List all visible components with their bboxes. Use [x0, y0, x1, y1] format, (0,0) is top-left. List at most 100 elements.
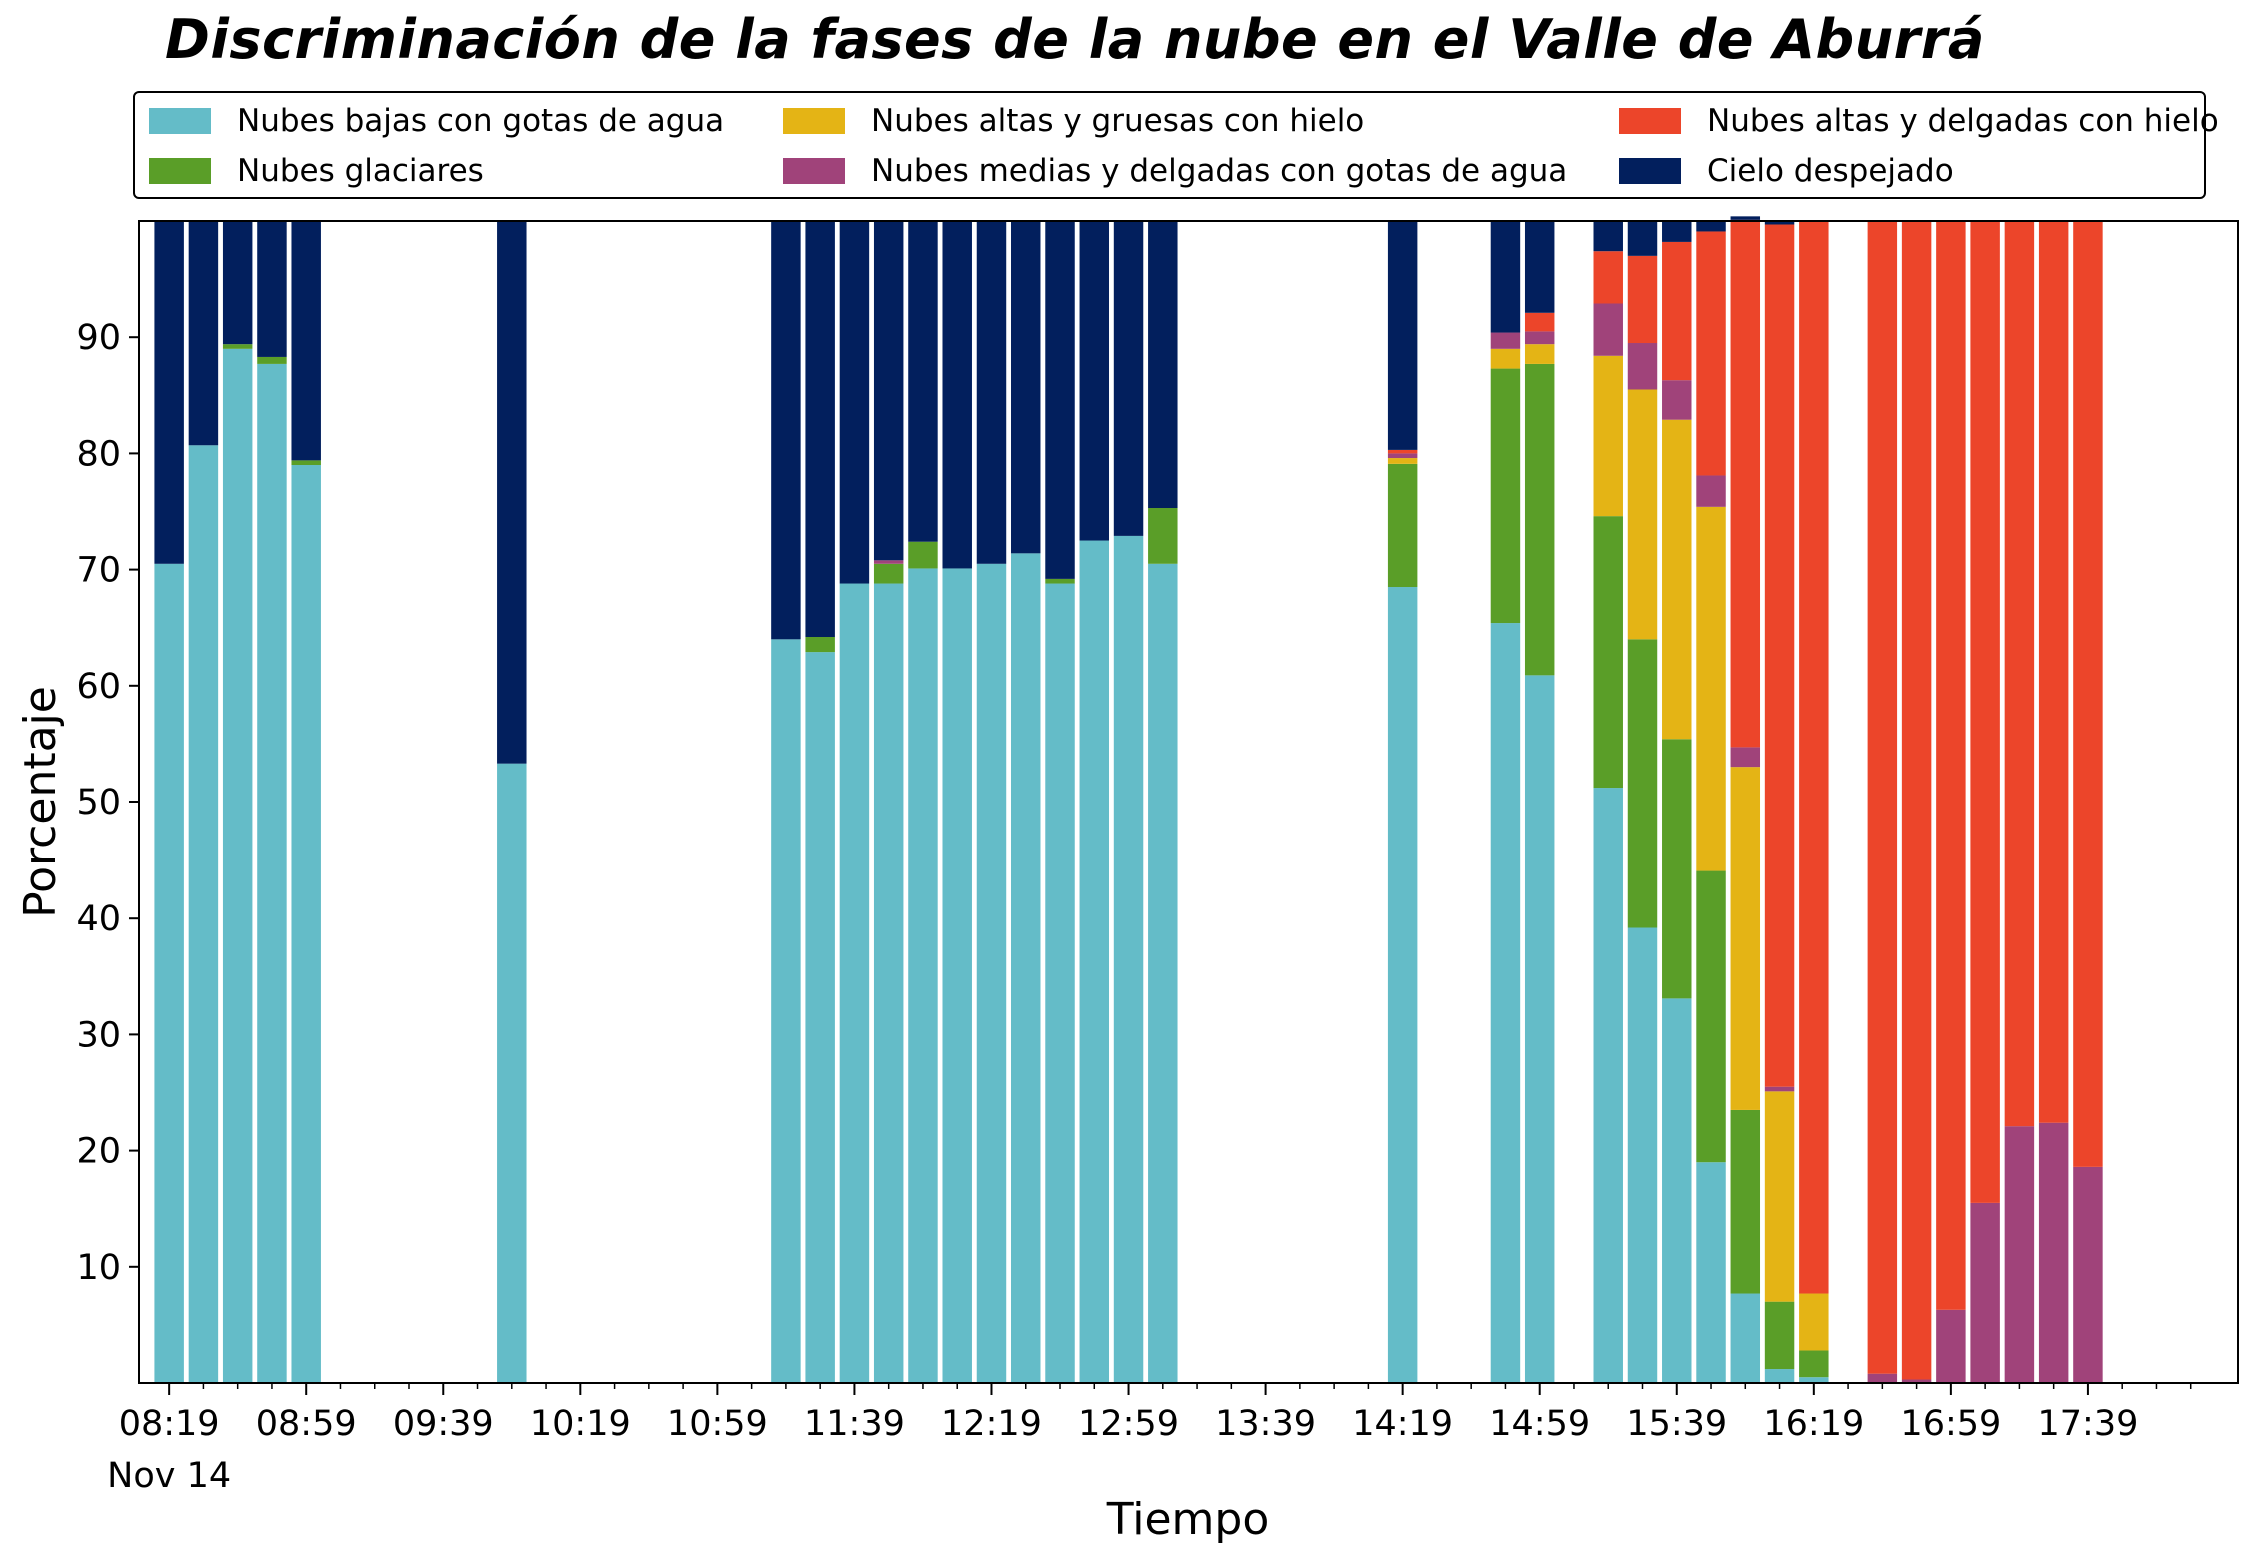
y-tick-label: 40 — [76, 899, 121, 939]
bar-segment — [1936, 1309, 1966, 1383]
bar-segment — [1730, 747, 1761, 768]
bar-segment — [976, 221, 1007, 564]
legend-label: Nubes glaciares — [237, 153, 484, 189]
bar-segment — [1696, 231, 1726, 476]
bar-stack — [188, 221, 219, 1383]
bar-stack — [908, 221, 938, 1383]
bar-segment — [1113, 535, 1144, 1383]
bar-stack — [2073, 221, 2103, 1383]
x-tick-sublabel: Nov 14 — [107, 1456, 231, 1496]
bar-segment — [1799, 1293, 1829, 1351]
bar-segment — [1662, 221, 1692, 242]
bar-segment — [1627, 639, 1658, 928]
bar-segment — [908, 541, 938, 569]
bar-segment — [1799, 221, 1829, 1294]
bar-segment — [188, 221, 219, 446]
x-tick-label: 13:39 — [1215, 1404, 1316, 1444]
bar-stack — [1730, 216, 1761, 1383]
chart-title: Discriminación de la fases de la nube en… — [165, 8, 1985, 71]
bar-segment — [1662, 241, 1692, 381]
bar-segment — [1524, 344, 1555, 364]
x-tick-label: 14:59 — [1489, 1404, 1590, 1444]
bar-segment — [291, 460, 321, 466]
bar-segment — [873, 583, 904, 1383]
bar-segment — [1867, 1373, 1898, 1383]
bar-segment — [1387, 587, 1418, 1383]
bar-segment — [291, 221, 321, 461]
bar-stack — [1901, 221, 1932, 1383]
bar-segment — [1524, 312, 1555, 332]
bar-segment — [1490, 221, 1521, 333]
x-tick-label: 08:59 — [256, 1404, 357, 1444]
bar-stack — [1662, 221, 1692, 1383]
bar-stack — [1936, 221, 1966, 1383]
legend-swatch — [783, 108, 845, 134]
bar-segment — [1970, 221, 2000, 1203]
bar-segment — [1387, 221, 1418, 450]
bar-segment — [1387, 463, 1418, 588]
bar-segment — [1490, 623, 1521, 1383]
bar-stack — [2038, 221, 2069, 1383]
bar-segment — [1011, 553, 1041, 1383]
bar-segment — [2073, 221, 2103, 1167]
bar-segment — [805, 221, 835, 637]
legend-label: Nubes medias y delgadas con gotas de agu… — [871, 153, 1568, 189]
legend-swatch — [1619, 108, 1681, 134]
bar-stack — [1045, 221, 1075, 1383]
bar-segment — [1799, 1350, 1829, 1378]
bar-segment — [873, 221, 904, 561]
x-tick-label: 12:59 — [1078, 1404, 1179, 1444]
legend-label: Nubes altas y delgadas con hielo — [1707, 103, 2219, 139]
bar-segment — [908, 568, 938, 1383]
bar-segment — [1524, 221, 1555, 313]
bar-segment — [771, 221, 801, 640]
bar-segment — [1593, 303, 1623, 356]
bar-segment — [1524, 331, 1555, 345]
bar-stack — [222, 221, 253, 1383]
bar-segment — [154, 563, 184, 1383]
bar-stack — [805, 221, 835, 1383]
x-tick-label: 10:19 — [530, 1404, 631, 1444]
bar-segment — [1730, 216, 1761, 220]
bar-segment — [1764, 1086, 1795, 1092]
bar-segment — [222, 344, 253, 349]
y-tick-label: 50 — [76, 783, 121, 823]
legend-item-cielo-despejado: Cielo despejado — [1619, 149, 1954, 193]
bar-stack — [291, 221, 321, 1383]
bar-segment — [1627, 927, 1658, 1383]
bar-segment — [839, 221, 870, 584]
bar-segment — [1148, 508, 1178, 564]
bar-segment — [1764, 1301, 1795, 1370]
bar-segment — [1148, 221, 1178, 509]
bar-segment — [1627, 389, 1658, 640]
bar-segment — [1627, 255, 1658, 344]
bar-stack — [1148, 221, 1178, 1383]
bar-segment — [976, 563, 1007, 1383]
bar-segment — [1593, 355, 1623, 517]
bar-segment — [1764, 1369, 1795, 1383]
bar-stack — [1867, 221, 1898, 1383]
bar-segment — [873, 563, 904, 584]
bar-segment — [1524, 675, 1555, 1383]
x-tick-label: 14:19 — [1352, 1404, 1453, 1444]
bar-segment — [1490, 332, 1521, 349]
bar-segment — [1696, 475, 1726, 507]
bar-segment — [1045, 221, 1075, 579]
bar-segment — [1696, 506, 1726, 871]
bar-stack — [1799, 221, 1829, 1383]
y-tick-label: 80 — [76, 434, 121, 474]
bar-stack — [1113, 221, 1144, 1383]
bar-segment — [1113, 221, 1144, 536]
bar-segment — [1045, 583, 1075, 1383]
legend-item-nubes-medias-delgadas: Nubes medias y delgadas con gotas de agu… — [783, 149, 1567, 193]
bar-segment — [1593, 251, 1623, 304]
legend-label: Nubes bajas con gotas de agua — [237, 103, 725, 139]
bar-segment — [2073, 1166, 2103, 1383]
bar-stack — [1490, 221, 1521, 1383]
legend-swatch — [783, 158, 845, 184]
bar-segment — [1387, 449, 1418, 454]
bar-stack — [1593, 221, 1623, 1383]
y-tick-label: 60 — [76, 667, 121, 707]
bar-stack — [1011, 221, 1041, 1383]
bar-segment — [1627, 343, 1658, 390]
